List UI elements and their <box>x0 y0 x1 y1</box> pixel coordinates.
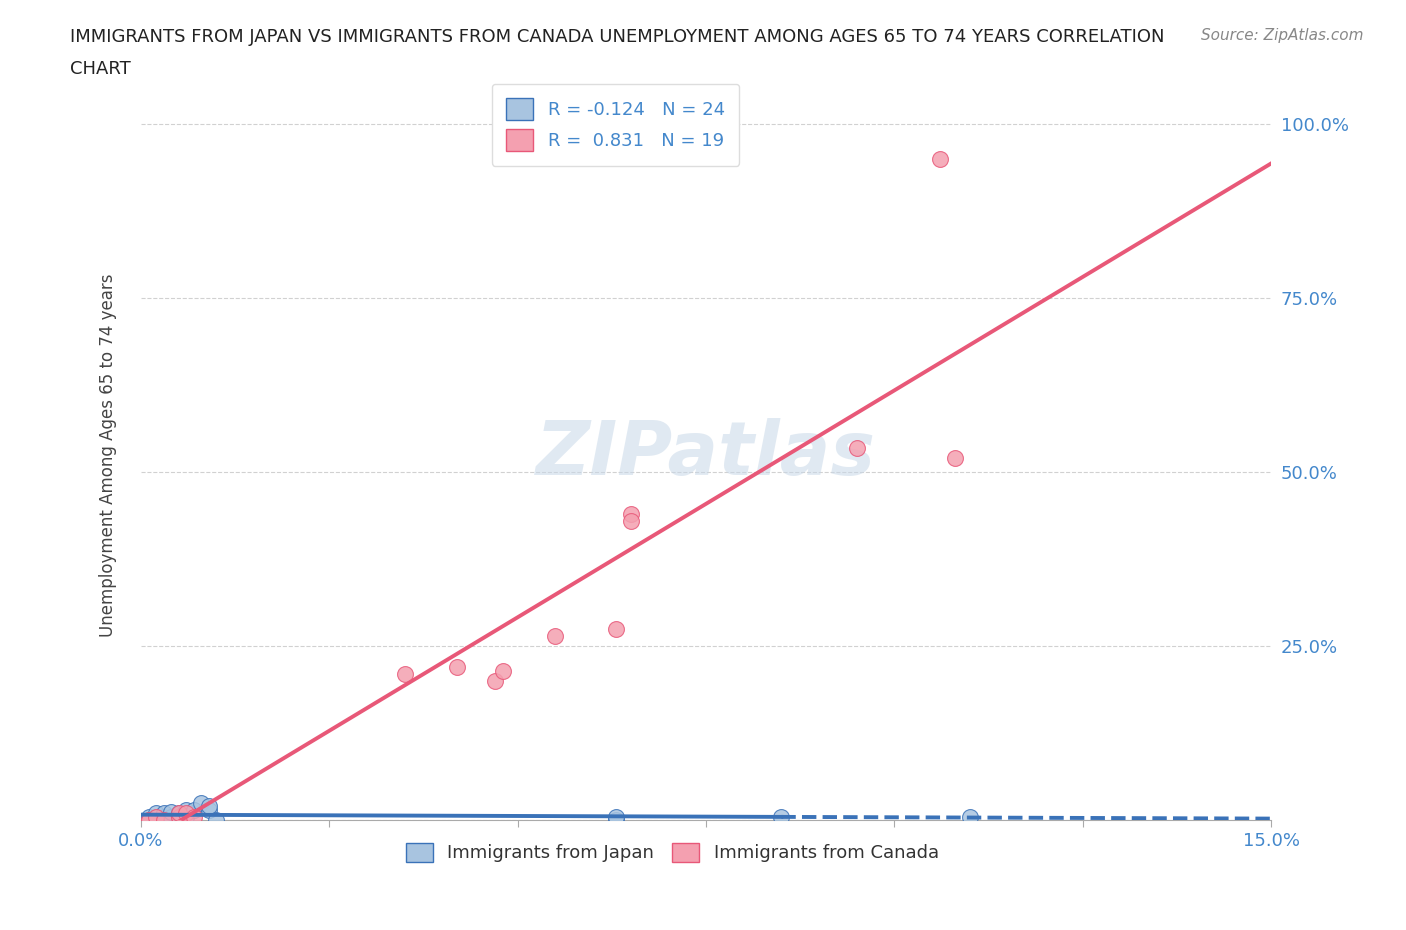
Point <box>205 813 228 828</box>
Text: Source: ZipAtlas.com: Source: ZipAtlas.com <box>1201 28 1364 43</box>
Point <box>145 809 167 824</box>
Point <box>620 507 643 522</box>
Point <box>152 805 174 820</box>
Point <box>174 803 197 817</box>
Point <box>197 803 219 817</box>
Point <box>138 813 160 828</box>
Point <box>770 809 793 824</box>
Point <box>943 451 966 466</box>
Point <box>138 809 160 824</box>
Point <box>152 813 174 828</box>
Point <box>197 799 219 814</box>
Point <box>928 152 950 166</box>
Legend: Immigrants from Japan, Immigrants from Canada: Immigrants from Japan, Immigrants from C… <box>398 836 946 870</box>
Point <box>138 813 160 828</box>
Y-axis label: Unemployment Among Ages 65 to 74 years: Unemployment Among Ages 65 to 74 years <box>100 273 117 636</box>
Point <box>138 813 160 828</box>
Point <box>605 809 627 824</box>
Point <box>167 809 190 824</box>
Point <box>845 441 868 456</box>
Point <box>145 809 167 824</box>
Point <box>145 813 167 828</box>
Point <box>446 659 468 674</box>
Point <box>152 813 174 828</box>
Text: IMMIGRANTS FROM JAPAN VS IMMIGRANTS FROM CANADA UNEMPLOYMENT AMONG AGES 65 TO 74: IMMIGRANTS FROM JAPAN VS IMMIGRANTS FROM… <box>70 28 1164 46</box>
Point <box>167 809 190 824</box>
Point <box>145 805 167 820</box>
Point <box>160 804 183 819</box>
Point <box>605 813 627 828</box>
Point <box>620 513 643 528</box>
Point <box>959 809 981 824</box>
Point <box>167 805 190 820</box>
Point <box>491 663 513 678</box>
Point <box>544 629 567 644</box>
Point <box>138 813 160 828</box>
Point <box>160 809 183 824</box>
Text: CHART: CHART <box>70 60 131 78</box>
Point <box>183 803 205 817</box>
Point <box>174 805 197 820</box>
Point <box>167 805 190 820</box>
Point <box>183 809 205 824</box>
Point <box>174 809 197 824</box>
Point <box>484 673 506 688</box>
Point <box>605 621 627 636</box>
Point <box>190 795 212 810</box>
Point <box>152 809 174 824</box>
Text: ZIPatlas: ZIPatlas <box>536 418 876 491</box>
Point <box>394 667 416 682</box>
